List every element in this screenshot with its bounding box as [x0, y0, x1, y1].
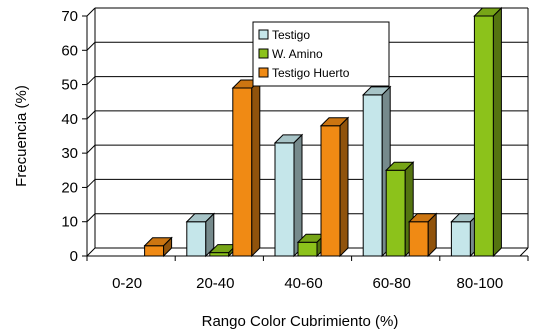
bar-front-W. Amino-80-100 — [473, 15, 494, 257]
legend-swatch-0 — [258, 29, 269, 40]
grid-depth-line-5 — [86, 76, 96, 85]
bar-Testigo Huerto-20-40 — [231, 78, 262, 258]
grid-depth-line-2 — [86, 179, 96, 188]
bar-front-W. Amino-40-60 — [297, 241, 318, 257]
y-tick-label-4: 40 — [61, 111, 78, 128]
bar-front-Testigo-60-80 — [362, 94, 383, 257]
x-tick-label-2: 40-60 — [284, 275, 322, 292]
bar-front-Testigo Huerto-20-40 — [232, 87, 253, 257]
legend-swatch-2 — [258, 67, 269, 78]
bars-layer — [143, 6, 503, 258]
bar-side-Testigo Huerto-40-60 — [339, 116, 349, 258]
axes-layer — [82, 15, 529, 261]
legend-label-1: W. Amino — [272, 47, 323, 61]
bar-side-Testigo Huerto-60-80 — [427, 212, 437, 258]
x-tick-label-3: 60-80 — [373, 275, 411, 292]
y-tick-label-5: 50 — [61, 77, 78, 94]
grid-depth-line-7 — [86, 7, 96, 17]
bar-front-W. Amino-20-40 — [209, 252, 230, 257]
grid-depth-line-1 — [86, 213, 96, 223]
grid-depth-line-6 — [86, 41, 96, 51]
y-tick-label-7: 70 — [61, 8, 78, 25]
x-tick-label-0: 0-20 — [112, 275, 142, 292]
bar-side-Testigo Huerto-20-40 — [251, 78, 261, 258]
bar-front-Testigo-40-60 — [274, 142, 295, 257]
y-axis-title: Frecuencia (%) — [13, 85, 30, 187]
y-tick-label-1: 10 — [61, 214, 78, 231]
y-tick-label-3: 30 — [61, 145, 78, 162]
legend: Testigo W. Amino Testigo Huerto — [252, 21, 390, 87]
grid-depth-line-4 — [86, 110, 96, 120]
bar-front-W. Amino-60-80 — [385, 169, 406, 257]
bar-side-W. Amino-80-100 — [492, 6, 502, 258]
bar-front-Testigo Huerto-40-60 — [320, 125, 341, 257]
x-tick-label-1: 20-40 — [196, 275, 234, 292]
grid-depth-line-3 — [86, 144, 96, 154]
bar-front-Testigo-80-100 — [450, 221, 471, 257]
bar-W. Amino-80-100 — [473, 6, 503, 258]
y-tick-label-0: 0 — [70, 248, 78, 265]
x-axis-title: Rango Color Cubrimiento (%) — [202, 313, 399, 329]
bar-Testigo Huerto-40-60 — [319, 116, 350, 258]
bar-Testigo-40-60 — [273, 133, 304, 258]
grid-layer — [86, 7, 529, 257]
floor-right-edge — [519, 247, 529, 257]
legend-label-0: Testigo — [272, 28, 310, 42]
labels-layer: Frecuencia (%) Rango Color Cubrimiento (… — [13, 8, 503, 329]
bar-side-Testigo-40-60 — [293, 133, 303, 258]
bar-front-Testigo Huerto-0-20 — [144, 245, 165, 257]
grid-depth-line-0 — [86, 247, 96, 257]
legend-label-2: Testigo Huerto — [272, 66, 350, 80]
y-tick-label-6: 60 — [61, 42, 78, 59]
bar-Testigo Huerto-0-20 — [143, 236, 173, 258]
legend-box — [252, 21, 390, 87]
x-tick-label-4: 80-100 — [457, 275, 504, 292]
y-tick-label-2: 20 — [61, 179, 78, 196]
legend-swatch-1 — [258, 48, 269, 59]
bar-side-Testigo Huerto-0-20 — [163, 236, 173, 258]
bar-front-Testigo Huerto-60-80 — [408, 221, 429, 257]
bar-Testigo-20-40 — [185, 212, 216, 258]
plot-background — [87, 8, 528, 256]
bar-front-Testigo-20-40 — [186, 221, 207, 257]
bar-Testigo Huerto-60-80 — [407, 212, 438, 258]
